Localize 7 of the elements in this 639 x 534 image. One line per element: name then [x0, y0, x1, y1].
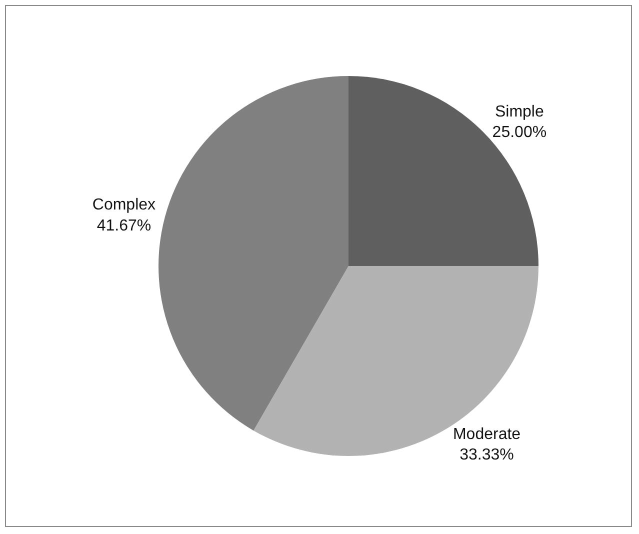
- slice-label: Complex: [92, 196, 156, 214]
- data-label: 41.67%: [96, 217, 152, 234]
- data-label: 25.00%: [492, 124, 547, 142]
- slice-label: Moderate: [452, 426, 521, 443]
- slice-label: Simple: [494, 103, 544, 120]
- data-label: 33.33%: [460, 446, 514, 464]
- pie-slice: [158, 76, 348, 431]
